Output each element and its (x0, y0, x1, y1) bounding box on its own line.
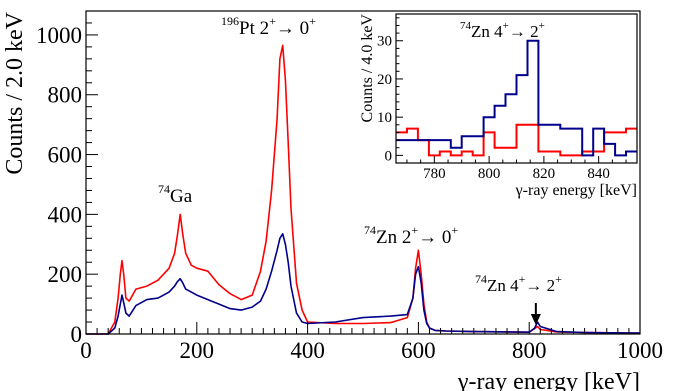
main-series-layer (86, 44, 641, 335)
inset-series-layer (396, 39, 637, 157)
main-y-tick-label: 200 (48, 262, 83, 287)
inset-x-axis-title: γ-ray energy [keV] (515, 182, 637, 199)
inset-y-tick-label: 10 (377, 110, 392, 126)
inset-y-ticks: 0 10 20 30 (377, 17, 403, 164)
main-x-tick-label: 600 (401, 338, 436, 363)
inset-y-tick-label: 0 (385, 148, 393, 164)
main-y-tick-label: 400 (48, 202, 83, 227)
main-y-tick-label: 0 (71, 322, 83, 347)
main-x-tick-label: 0 (80, 338, 92, 363)
inset-x-tick-label: 840 (587, 166, 610, 182)
inset-y-tick-label: 20 (377, 72, 392, 88)
inset-series-line-0 (396, 123, 637, 157)
inset-x-tick-label: 800 (478, 166, 501, 182)
main-y-axis-title: Counts / 2.0 keV (2, 11, 28, 174)
main-x-axis-title: γ-ray energy [keV] (457, 369, 640, 391)
inset-y-axis-title: Counts / 4.0 keV (359, 14, 376, 123)
main-x-tick-label: 1000 (617, 338, 663, 363)
zn-4-annotation: 74Zn 4+→ 2+ (475, 272, 562, 295)
zn-4-arrow (530, 303, 541, 325)
inset-x-tick-label: 780 (423, 166, 446, 182)
main-series-line-1 (86, 233, 641, 335)
main-x-ticks: 0 200 400 600 800 1000 (80, 322, 663, 363)
pt-annotation: 196Pt 2+→ 0+ (221, 14, 316, 39)
ga-annotation: 74Ga (158, 182, 193, 207)
inset-x-tick-label: 820 (533, 166, 556, 182)
main-y-tick-label: 600 (48, 143, 83, 168)
main-x-tick-label: 200 (180, 338, 215, 363)
inset-y-tick-label: 30 (377, 34, 392, 50)
inset-series-line-1 (396, 39, 637, 157)
main-x-tick-label: 400 (290, 338, 325, 363)
main-y-ticks: 0 200 400 600 800 1000 (36, 10, 98, 347)
inset-zn-4-annotation: 74Zn 4+→ 2+ (460, 20, 545, 41)
main-y-tick-label: 800 (48, 83, 83, 108)
inset-x-ticks: 780 800 820 840 (406, 156, 627, 182)
main-x-tick-label: 800 (512, 338, 547, 363)
zn-2-annotation: 74Zn 2+→ 0+ (364, 223, 458, 248)
main-y-tick-label: 1000 (36, 23, 82, 48)
